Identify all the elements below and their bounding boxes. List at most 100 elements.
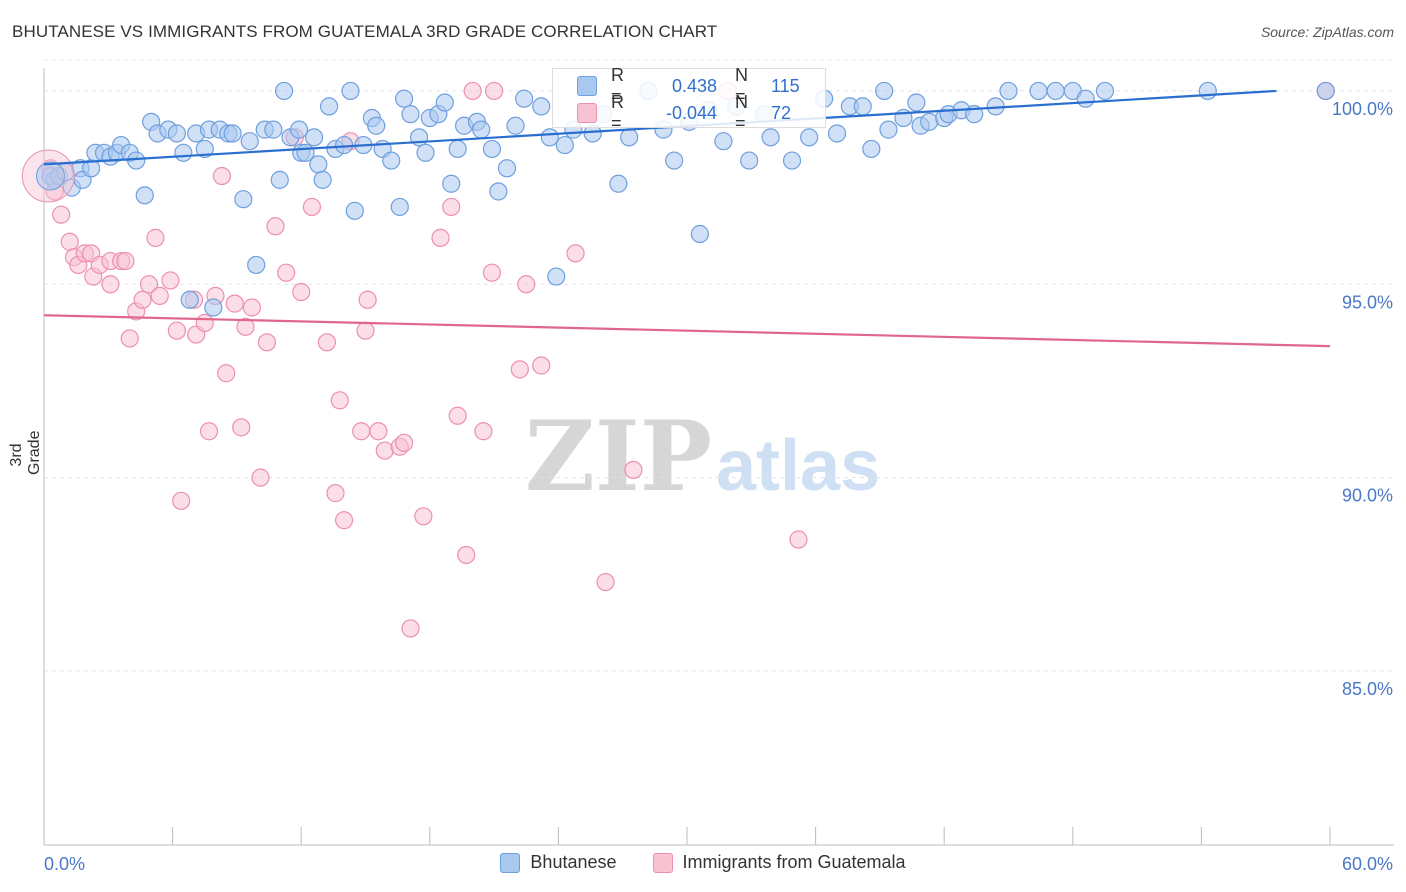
point-guatemala	[236, 317, 255, 336]
point-guatemala	[199, 422, 219, 441]
point-bhutanese	[304, 128, 324, 147]
point-bhutanese	[442, 174, 461, 193]
point-guatemala	[167, 321, 186, 340]
point-bhutanese	[489, 182, 508, 201]
point-bhutanese	[309, 155, 328, 174]
point-bhutanese	[234, 190, 253, 209]
x-tick-label-min: 0.0%	[44, 854, 85, 874]
point-guatemala	[146, 228, 165, 247]
point-bhutanese	[341, 81, 360, 101]
stats-legend-box: R = 0.438 N = 115 R = -0.044 N = 72	[552, 65, 826, 133]
point-guatemala	[356, 321, 375, 340]
point-bhutanese	[515, 89, 534, 108]
point-bhutanese	[313, 170, 332, 189]
legend-label-guatemala: Immigrants from Guatemala	[682, 852, 906, 872]
point-bhutanese	[907, 93, 926, 112]
point-bhutanese	[1198, 81, 1217, 101]
point-guatemala	[60, 232, 79, 251]
point-bhutanese	[532, 97, 551, 116]
point-bhutanese	[319, 97, 339, 116]
point-bhutanese	[999, 81, 1018, 101]
point-bhutanese	[448, 139, 467, 159]
point-bhutanese	[690, 224, 709, 244]
legend-item-guatemala[interactable]: Immigrants from Guatemala	[652, 852, 906, 873]
chart-title: BHUTANESE VS IMMIGRANTS FROM GUATEMALA 3…	[12, 22, 718, 41]
point-guatemala	[448, 406, 467, 425]
point-bhutanese	[879, 120, 898, 139]
point-bhutanese	[174, 143, 193, 162]
point-bhutanese	[853, 97, 872, 116]
point-bhutanese	[506, 116, 525, 135]
point-guatemala	[225, 294, 244, 313]
point-bhutanese	[782, 151, 802, 170]
point-guatemala	[401, 619, 420, 638]
y-tick-label: 100.0%	[1332, 99, 1393, 119]
legend-item-bhutanese[interactable]: Bhutanese	[500, 852, 617, 873]
point-guatemala	[532, 356, 551, 375]
point-bhutanese	[367, 116, 386, 135]
point-guatemala	[431, 228, 450, 247]
point-bhutanese	[345, 201, 364, 220]
point-bhutanese	[875, 81, 894, 101]
legend-swatch-guatemala	[652, 852, 673, 873]
point-guatemala	[330, 391, 349, 410]
point-bhutanese	[247, 255, 266, 275]
point-guatemala	[442, 197, 461, 217]
point-guatemala	[302, 197, 322, 217]
point-guatemala	[266, 217, 285, 236]
point-guatemala	[139, 275, 159, 294]
point-bhutanese	[180, 290, 199, 309]
point-guatemala	[317, 333, 337, 352]
point-guatemala	[172, 491, 191, 510]
point-guatemala	[358, 290, 377, 309]
point-guatemala	[369, 422, 388, 441]
point-bhutanese	[195, 139, 214, 159]
point-guatemala	[217, 364, 236, 383]
point-bhutanese	[1316, 81, 1335, 101]
point-guatemala	[352, 422, 371, 441]
stats-n-label: N =	[735, 92, 748, 133]
point-bhutanese	[382, 151, 401, 170]
point-bhutanese	[1076, 89, 1095, 108]
stats-n-label: N =	[735, 65, 748, 106]
point-bhutanese	[204, 298, 223, 317]
point-bhutanese	[497, 159, 517, 178]
watermark-atlas: atlas	[716, 426, 880, 506]
stats-n-value-guatemala: 72	[771, 102, 792, 123]
point-guatemala	[120, 329, 139, 348]
point-bhutanese	[223, 124, 242, 143]
point-guatemala	[334, 511, 354, 530]
trend-line-guatemala	[43, 314, 1331, 348]
point-bhutanese	[390, 197, 409, 217]
point-bhutanese	[1046, 81, 1065, 101]
point-bhutanese	[800, 128, 819, 147]
stats-r-value-bhutanese: 0.438	[671, 75, 717, 96]
point-guatemala	[517, 275, 536, 294]
point-bhutanese	[665, 151, 684, 170]
stats-swatch-guatemala	[577, 103, 597, 123]
point-bhutanese	[714, 132, 733, 151]
point-bhutanese	[761, 128, 780, 147]
stats-r-label: R =	[611, 92, 624, 133]
y-tick-label: 95.0%	[1342, 292, 1393, 312]
point-guatemala	[394, 433, 414, 452]
point-bhutanese	[394, 89, 414, 108]
stats-r-value-guatemala: -0.044	[665, 102, 717, 123]
point-guatemala	[482, 263, 502, 282]
legend-label-bhutanese: Bhutanese	[530, 852, 617, 872]
point-bhutanese	[1029, 81, 1048, 101]
point-bhutanese	[740, 151, 759, 170]
point-bhutanese	[435, 93, 454, 112]
point-bhutanese	[862, 139, 881, 159]
watermark-zip: ZIP	[525, 400, 712, 513]
legend-swatch-bhutanese	[500, 852, 521, 873]
point-guatemala	[101, 275, 120, 294]
point-bhutanese-cluster	[35, 161, 65, 191]
point-guatemala	[242, 298, 262, 317]
point-guatemala	[116, 251, 135, 271]
point-bhutanese	[240, 132, 259, 151]
point-guatemala	[292, 282, 311, 302]
stats-n-value-bhutanese: 115	[771, 75, 800, 96]
point-bhutanese	[609, 174, 628, 193]
